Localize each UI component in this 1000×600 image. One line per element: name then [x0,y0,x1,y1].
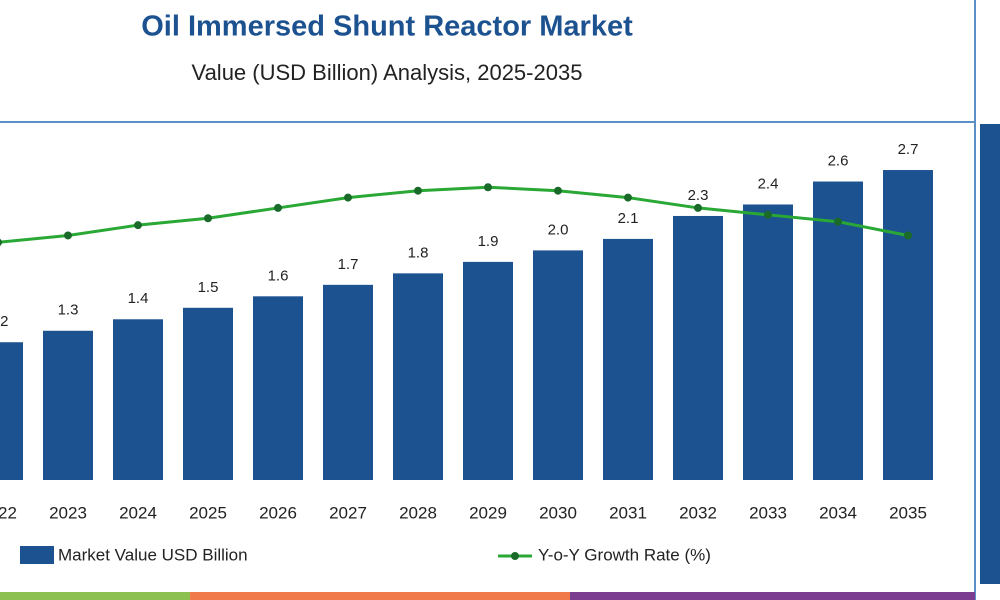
legend-label: Y-o-Y Growth Rate (%) [538,545,711,564]
bar [183,307,233,480]
x-tick-label: 2033 [749,503,787,522]
x-tick-label: 2026 [259,503,297,522]
data-label: 1.4 [128,290,149,307]
data-label: 2.7 [898,141,919,158]
stripe [0,592,190,600]
x-tick-label: 2034 [819,503,857,522]
line-marker [834,217,842,226]
x-tick-label: 2028 [399,503,437,522]
x-tick-label: 2029 [469,503,507,522]
bar [883,170,933,481]
line-marker [694,203,702,212]
line-marker [134,221,142,230]
chart-title: Oil Immersed Shunt Reactor Market [141,11,633,43]
growth-line [0,185,909,244]
bar [533,250,583,480]
bar [0,342,23,480]
line-marker [554,186,562,195]
bar [743,204,793,481]
data-label: 1.7 [338,256,359,273]
data-label: 1.2 [0,313,8,330]
line-marker [0,238,2,246]
bar [463,261,513,480]
x-tick-label: 2027 [329,503,367,522]
data-label: 1.5 [198,279,219,296]
legend-label: Market Value USD Billion [58,545,248,564]
x-tick-label: 2035 [889,503,927,522]
data-label: 2.0 [548,221,569,238]
data-label: 2.1 [618,210,639,227]
data-label: 1.9 [478,233,499,250]
data-label: 2.4 [758,175,779,192]
line-marker [764,210,772,219]
line-marker [204,214,212,223]
bar [813,181,863,480]
bar [43,330,93,480]
x-tick-label: 2022 [0,503,17,522]
x-tick-label: 2032 [679,503,717,522]
data-label: 1.8 [408,244,429,261]
x-tick-label: 2024 [119,503,157,522]
side-panel [980,124,1000,584]
data-label: 2.3 [688,187,709,204]
bar [323,284,373,480]
line-marker [344,193,352,202]
line-marker [484,183,492,192]
data-label: 2.6 [828,152,849,169]
bar [393,273,443,480]
bar [253,296,303,480]
bar [603,238,653,480]
x-tick-label: 2025 [189,503,227,522]
x-tick-label: 2023 [49,503,87,522]
bar [113,319,163,480]
line-marker [624,193,632,202]
line-marker [904,231,912,240]
line-marker [414,186,422,195]
stripe [190,592,570,600]
data-label: 1.6 [268,267,289,284]
legend-swatch [20,546,54,564]
stripe [570,592,975,600]
x-tick-label: 2030 [539,503,577,522]
data-label: 1.3 [58,302,79,319]
line-marker [274,203,282,212]
line-marker [64,231,72,240]
x-tick-label: 2031 [609,503,647,522]
bar [673,215,723,480]
chart-subtitle: Value (USD Billion) Analysis, 2025-2035 [192,60,583,85]
legend-swatch [511,552,519,560]
